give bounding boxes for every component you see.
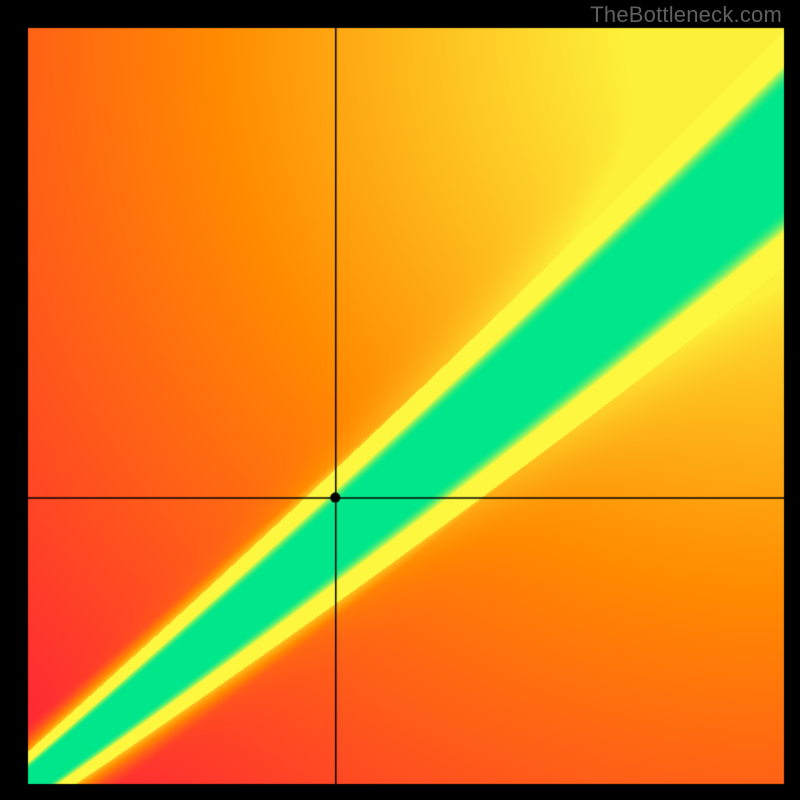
chart-container: TheBottleneck.com [0, 0, 800, 800]
bottleneck-heatmap [0, 0, 800, 800]
watermark-label: TheBottleneck.com [590, 2, 782, 28]
